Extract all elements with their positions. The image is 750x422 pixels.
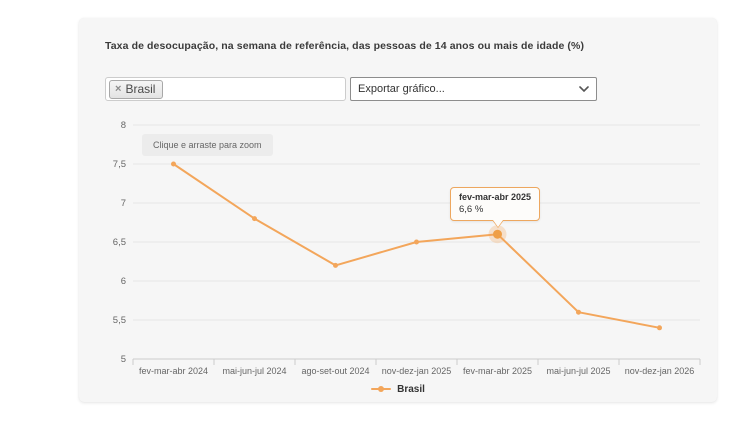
svg-text:mai-jun-jul 2024: mai-jun-jul 2024 (222, 366, 286, 376)
chart-card: Taxa de desocupação, na semana de referê… (79, 18, 717, 402)
region-chip-label: Brasil (125, 81, 156, 96)
chart-title: Taxa de desocupação, na semana de referê… (105, 40, 585, 52)
tooltip-value: 6,6 % (459, 204, 484, 215)
tooltip-arrow (492, 220, 504, 228)
legend-marker-icon (371, 386, 392, 392)
chart-canvas[interactable]: 5 5,5 6 6,5 7 7,5 8 fev-mar-abr 2024 mai-jun-jul… (79, 18, 717, 402)
svg-text:7,5: 7,5 (113, 159, 126, 170)
tooltip-category: fev-mar-abr 2025 (459, 192, 532, 202)
svg-text:6,5: 6,5 (113, 237, 126, 248)
svg-text:8: 8 (121, 120, 126, 131)
legend-label: Brasil (397, 383, 425, 395)
export-chart-select[interactable]: Exportar gráfico... (350, 77, 597, 101)
export-select-value: Exportar gráfico... (358, 83, 445, 95)
region-chip: × Brasil (109, 79, 164, 99)
chart-tooltip: fev-mar-abr 2025 6,6 % (450, 187, 541, 228)
remove-chip-icon[interactable]: × (115, 82, 122, 95)
svg-text:fev-mar-abr 2025: fev-mar-abr 2025 (463, 366, 532, 376)
svg-text:mai-jun-jul 2025: mai-jun-jul 2025 (546, 366, 610, 376)
zoom-hint: Clique e arraste para zoom (142, 134, 273, 156)
svg-text:nov-dez-jan 2026: nov-dez-jan 2026 (625, 366, 695, 376)
svg-text:ago-set-out 2024: ago-set-out 2024 (301, 366, 369, 376)
svg-text:7: 7 (121, 198, 126, 209)
svg-text:fev-mar-abr 2024: fev-mar-abr 2024 (139, 366, 208, 376)
svg-text:5,5: 5,5 (113, 315, 126, 326)
region-filter-input[interactable]: × Brasil (105, 77, 346, 101)
legend-item-brasil[interactable]: Brasil (79, 381, 717, 397)
svg-text:nov-dez-jan 2025: nov-dez-jan 2025 (382, 366, 452, 376)
chevron-down-icon (579, 85, 589, 93)
svg-text:6: 6 (121, 276, 126, 287)
svg-text:5: 5 (121, 354, 126, 365)
